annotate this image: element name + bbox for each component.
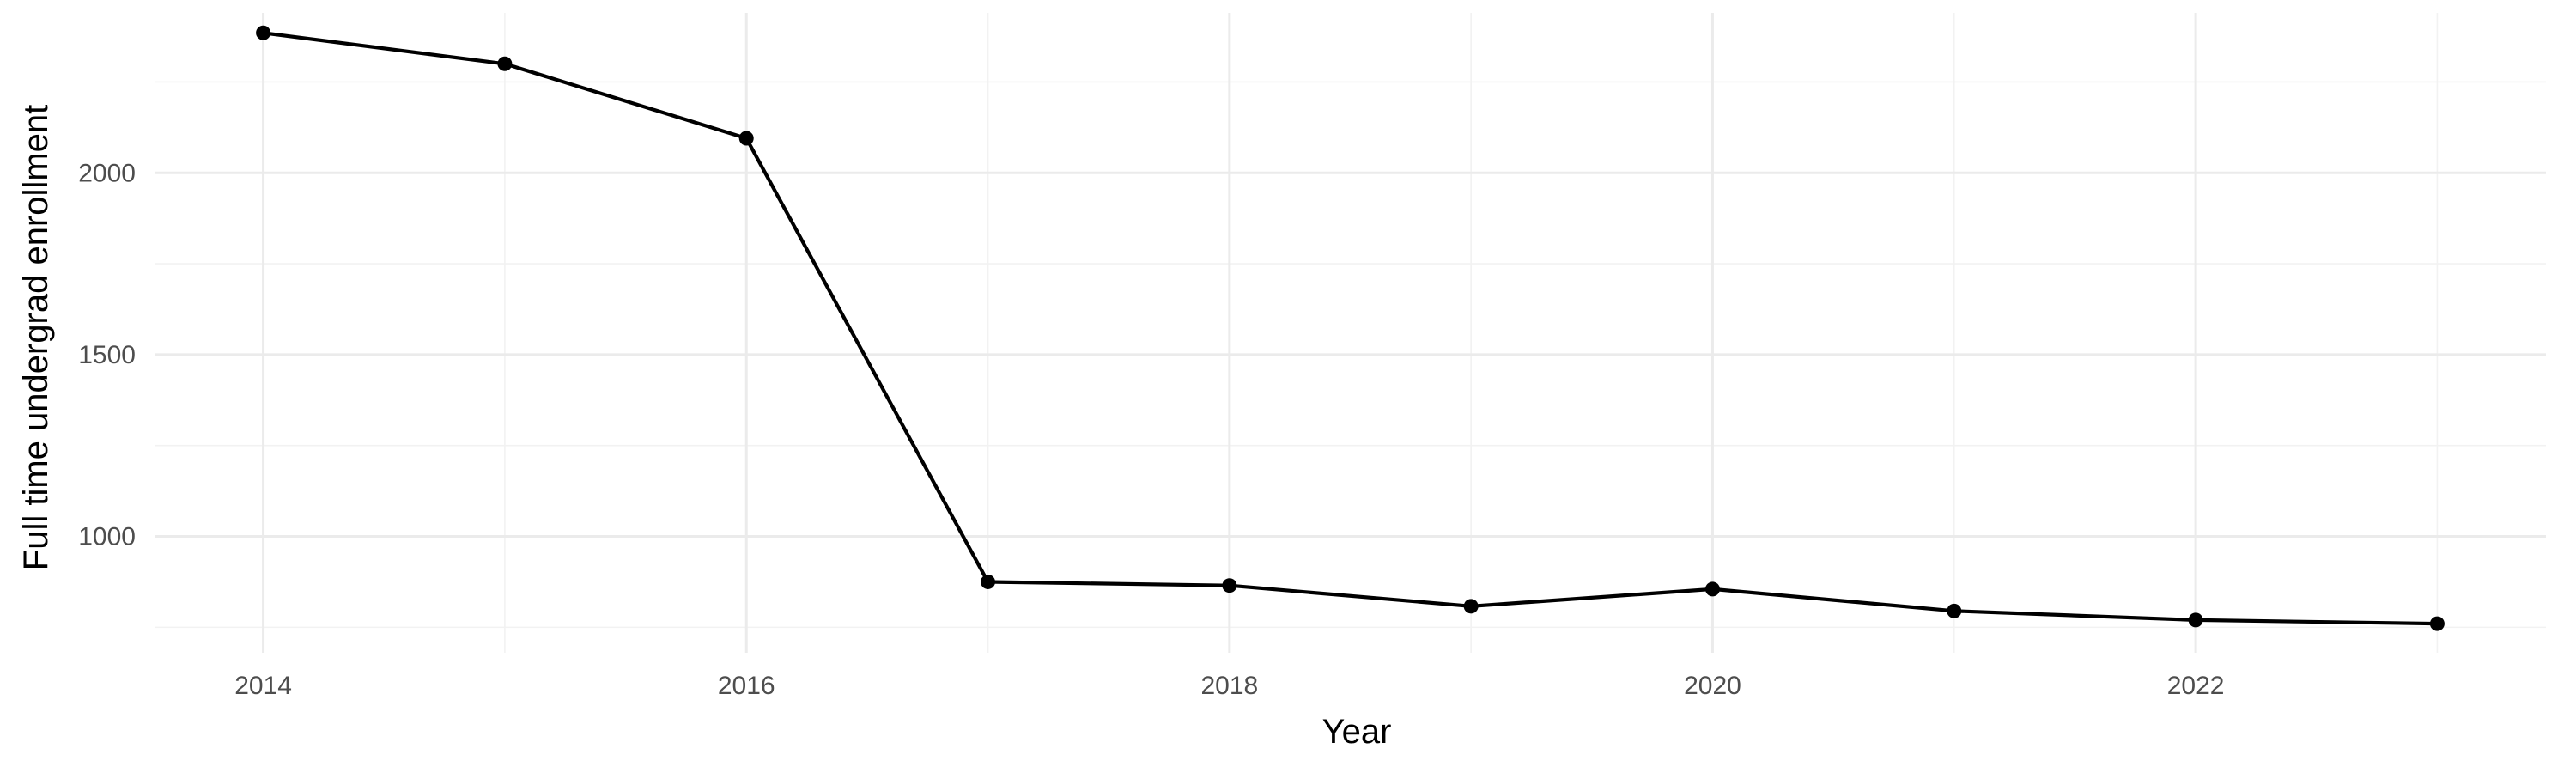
minor-gridlines-x — [504, 13, 2439, 653]
x-tick-label: 2016 — [718, 672, 775, 700]
x-tick-label: 2014 — [234, 672, 292, 700]
data-point — [738, 131, 754, 146]
data-point — [2429, 616, 2445, 631]
y-tick-label: 1000 — [78, 523, 136, 551]
x-axis-tick-labels: 2014 2016 2018 2020 2022 — [234, 672, 2224, 700]
series-line — [263, 31, 2438, 626]
data-point — [2188, 612, 2203, 628]
y-tick-label: 1500 — [78, 341, 136, 369]
data-point — [1704, 581, 1720, 597]
minor-gridlines-y — [155, 81, 2546, 629]
data-point — [256, 25, 271, 40]
data-point — [1463, 599, 1479, 614]
data-point — [497, 56, 513, 71]
y-axis-title: Full time undergrad enrollment — [17, 105, 55, 570]
y-tick-label: 2000 — [78, 159, 136, 187]
x-tick-label: 2018 — [1200, 672, 1258, 700]
major-gridlines-x — [262, 13, 2197, 653]
x-axis-title: Year — [1322, 713, 1392, 751]
series-group — [256, 25, 2445, 631]
data-point — [1947, 603, 1962, 618]
data-point — [1222, 578, 1237, 593]
major-gridlines-y — [155, 171, 2546, 539]
y-axis-tick-labels: 1000 1500 2000 — [78, 159, 136, 551]
x-tick-label: 2020 — [1684, 672, 1741, 700]
x-tick-label: 2022 — [2167, 672, 2225, 700]
data-point — [981, 574, 996, 589]
